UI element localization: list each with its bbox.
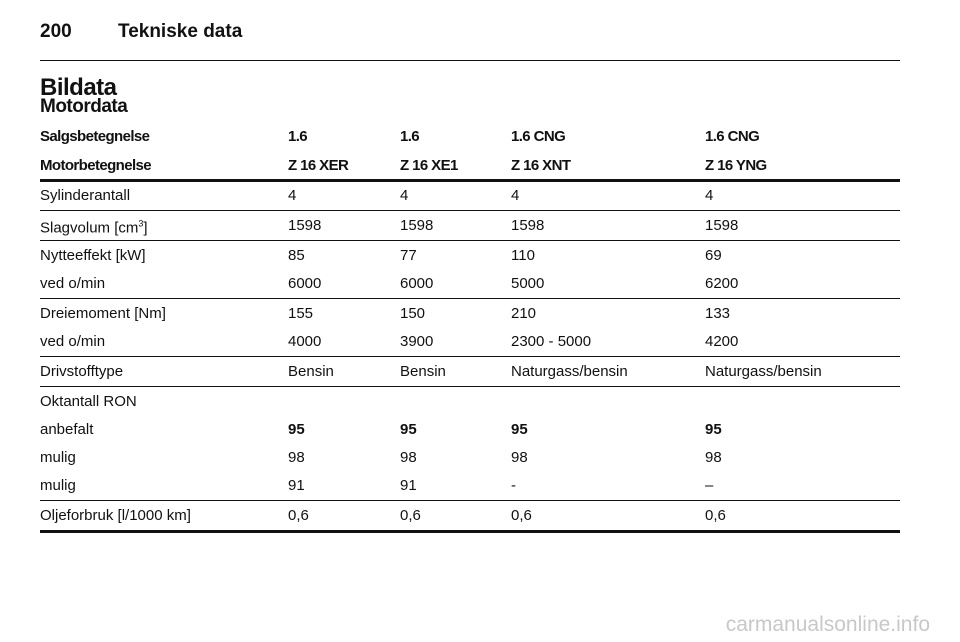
header-rule [40,60,900,61]
cell: 6200 [705,275,739,292]
label-text: mulig [40,449,76,466]
row-rule [40,210,900,211]
row-label: ved o/min [40,275,105,293]
label-text: Dreiemoment [Nm] [40,305,166,322]
table-rule-thick [40,530,900,533]
header-cell: 1.6 [288,128,308,145]
header-label: Motorbetegnelse [40,157,152,174]
cell: 95 [288,421,305,438]
cell: – [705,477,714,494]
cell: 6000 [288,275,322,292]
cell: 4 [705,187,714,204]
cell: Bensin [288,363,334,380]
cell: 4 [288,187,297,204]
cell: 1598 [705,217,739,234]
label-text: anbefalt [40,421,94,438]
row-label: Oktantall RON [40,393,137,411]
header-label: Salgsbetegnelse [40,128,150,145]
row-rule [40,386,900,387]
row-label: ved o/min [40,333,105,351]
cell: 0,6 [705,507,726,524]
cell: 210 [511,305,537,322]
label-text: Slagvolum [cm [40,219,139,237]
row-rule [40,356,900,357]
row-rule [40,298,900,299]
cell: 91 [288,477,305,494]
label-text: Oljeforbruk [l/1000 km] [40,507,191,524]
row-label: mulig [40,477,76,495]
header-cell: Z 16 XNT [511,157,571,174]
cell: 110 [511,247,535,264]
row-label: Nytteeffekt [kW] [40,247,146,265]
cell: 4200 [705,333,739,350]
cell: 3900 [400,333,434,350]
cell: 69 [705,247,722,264]
label-superscript: 3 [138,218,144,229]
subtitle: Motordata [40,96,128,117]
label-text: ved o/min [40,333,106,350]
cell: 95 [705,421,722,438]
row-label: Drivstofftype [40,363,123,381]
watermark: carmanualsonline.info [725,613,930,636]
header-cell: Z 16 YNG [705,157,767,174]
label-text: Nytteeffekt [kW] [40,247,146,264]
row-rule [40,240,900,241]
cell: 2300 - 5000 [511,333,592,350]
page-number: 200 [40,21,72,42]
cell: 5000 [511,275,545,292]
cell: 150 [400,305,426,322]
cell: 4 [400,187,409,204]
cell: 98 [511,449,528,466]
cell: 98 [705,449,722,466]
header-rule-thick [40,179,900,182]
header-cell: 1.6 CNG [705,128,760,145]
label-text: Oktantall RON [40,393,137,410]
cell: - [511,477,516,494]
row-label: Oljeforbruk [l/1000 km] [40,507,191,525]
cell: Naturgass/bensin [705,363,822,380]
label-text: Drivstofftype [40,363,124,380]
cell: 98 [400,449,417,466]
section-title: Tekniske data [118,21,243,42]
cell: 0,6 [400,507,421,524]
cell: 85 [288,247,305,264]
label-text: ] [143,219,148,237]
cell: 1598 [288,217,322,234]
row-label: mulig [40,449,76,467]
cell: 0,6 [288,507,309,524]
label-text: Sylinderantall [40,187,131,204]
cell: Bensin [400,363,446,380]
header-cell: Z 16 XE1 [400,157,458,174]
cell: 95 [511,421,528,438]
header-cell: 1.6 CNG [511,128,566,145]
cell: 4 [511,187,520,204]
cell: Naturgass/bensin [511,363,628,380]
row-label: anbefalt [40,421,93,439]
row-rule [40,500,900,501]
cell: 91 [400,477,417,494]
cell: 4000 [288,333,322,350]
label-text: mulig [40,477,76,494]
row-label: Dreiemoment [Nm] [40,305,166,323]
label-text: ved o/min [40,275,106,292]
title: Bildata [40,74,117,101]
header-cell: 1.6 [400,128,420,145]
cell: 95 [400,421,417,438]
cell: 6000 [400,275,434,292]
cell: 1598 [511,217,545,234]
cell: 1598 [400,217,434,234]
cell: 77 [400,247,417,264]
cell: 155 [288,305,314,322]
row-label: Slagvolum [cm3] [40,215,148,238]
row-label: Sylinderantall [40,187,130,205]
cell: 98 [288,449,305,466]
header-cell: Z 16 XER [288,157,349,174]
cell: 0,6 [511,507,532,524]
cell: 133 [705,305,731,322]
